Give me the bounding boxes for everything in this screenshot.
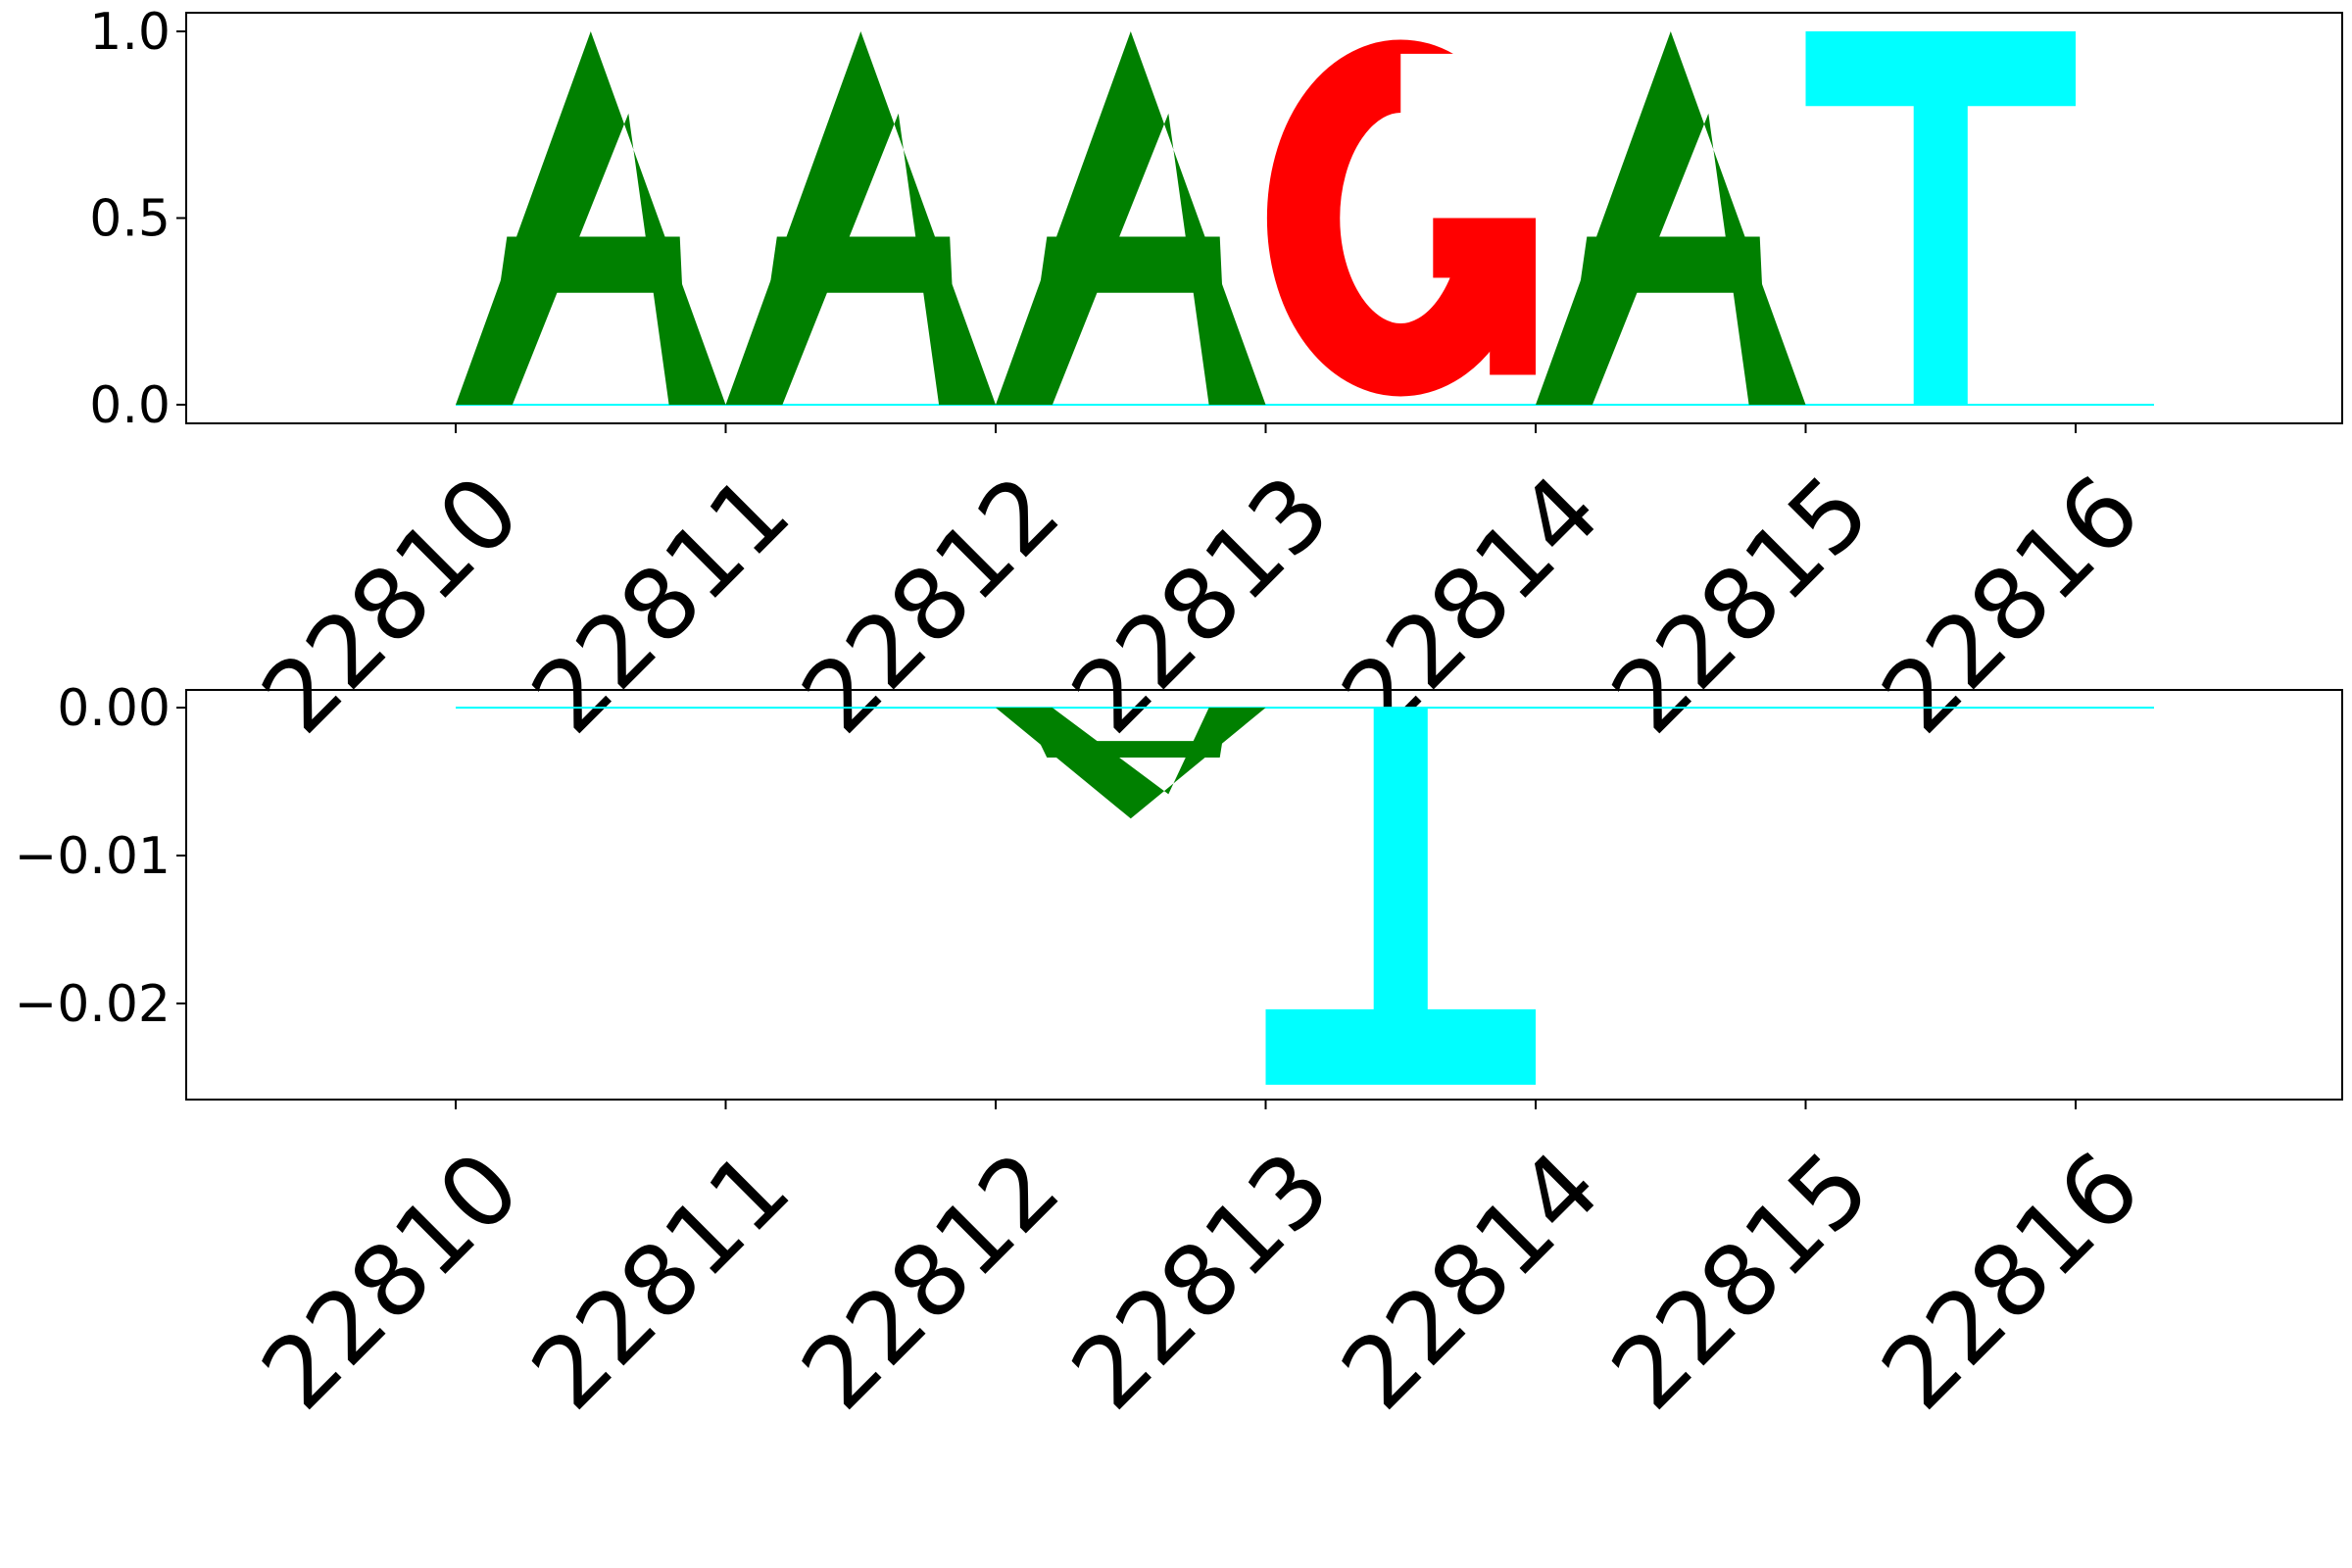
logo-letter-A-mark [1536, 31, 1806, 405]
logo-letter-A-mark [996, 708, 1266, 819]
logo-letter-A-mark [996, 31, 1266, 405]
y-tick-label: 0.0 [89, 376, 171, 435]
y-tick-label: −0.01 [15, 827, 171, 886]
logo-letter-A-mark [725, 31, 996, 405]
logo-letter-T-mark [1805, 31, 2076, 405]
logo-letter-A-mark [456, 31, 726, 405]
logo-letter-T-mark [1265, 708, 1536, 1085]
y-tick-label: −0.02 [15, 975, 171, 1034]
y-tick-label: 0.00 [57, 679, 171, 738]
y-tick-label: 0.5 [89, 190, 171, 249]
axes-frame [185, 689, 2343, 1101]
y-tick-label: 1.0 [89, 3, 171, 62]
logo-letter-G-mark [1266, 39, 1549, 397]
